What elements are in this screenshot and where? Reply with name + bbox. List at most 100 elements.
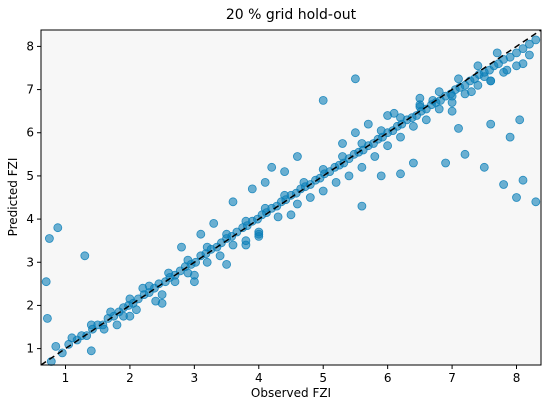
data-point <box>460 149 470 159</box>
x-axis-ticks: 1 2 3 4 5 6 7 8 <box>62 365 521 385</box>
data-point <box>67 333 77 343</box>
data-point <box>408 121 418 131</box>
data-point <box>415 93 425 103</box>
y-tick-label: 1 <box>26 342 34 356</box>
data-point <box>441 158 451 168</box>
x-tick-label: 1 <box>62 371 70 385</box>
data-point <box>370 152 380 161</box>
data-point <box>525 39 534 49</box>
data-point <box>267 162 277 172</box>
data-point <box>232 227 242 237</box>
data-point <box>518 59 528 69</box>
data-point <box>447 91 457 101</box>
data-point <box>518 44 528 53</box>
data-point <box>383 111 393 120</box>
data-point <box>531 197 541 207</box>
data-point <box>82 331 92 341</box>
data-point <box>228 197 238 207</box>
data-point <box>344 171 354 181</box>
data-point <box>164 268 174 278</box>
data-point <box>473 80 483 90</box>
data-point <box>215 251 225 261</box>
data-point <box>454 123 463 133</box>
y-tick-label: 5 <box>26 169 34 183</box>
data-point <box>286 210 296 220</box>
y-tick-label: 4 <box>26 212 34 226</box>
data-point <box>383 141 393 151</box>
data-point <box>515 115 525 125</box>
data-point <box>357 162 367 172</box>
data-point <box>486 119 496 129</box>
data-point <box>51 341 61 351</box>
x-tick-label: 7 <box>448 371 456 385</box>
y-tick-label: 8 <box>26 39 34 53</box>
data-point <box>357 139 367 148</box>
data-point <box>408 158 418 168</box>
plot-frame <box>40 29 542 366</box>
data-point <box>131 305 141 315</box>
data-point <box>376 171 386 181</box>
y-axis-label: Predicted FZI <box>6 158 20 237</box>
data-point <box>292 152 302 161</box>
x-tick-label: 4 <box>255 371 263 385</box>
chart-title: 20 % grid hold-out <box>226 7 357 23</box>
data-point <box>273 212 283 222</box>
data-point <box>486 76 496 86</box>
data-point <box>157 290 167 300</box>
data-point <box>99 324 109 334</box>
data-point <box>512 193 521 202</box>
data-point <box>80 251 90 261</box>
data-point <box>241 216 251 226</box>
data-point <box>45 234 54 243</box>
data-point <box>499 180 509 189</box>
data-point <box>86 346 96 356</box>
data-point <box>454 74 463 84</box>
data-point <box>318 186 328 196</box>
data-point <box>125 311 135 321</box>
data-point <box>331 177 341 187</box>
data-point <box>479 72 489 81</box>
data-point <box>396 113 405 122</box>
data-point <box>299 177 309 187</box>
data-point <box>505 132 515 142</box>
data-point <box>318 164 328 174</box>
data-point <box>53 223 63 233</box>
y-tick-label: 6 <box>26 126 34 140</box>
data-point <box>531 35 541 45</box>
data-point <box>415 102 425 112</box>
x-tick-label: 6 <box>384 371 392 385</box>
data-point <box>292 199 302 209</box>
data-point <box>318 96 328 105</box>
x-tick-label: 8 <box>513 371 521 385</box>
data-point <box>228 240 238 250</box>
x-tick-label: 3 <box>191 371 199 385</box>
data-point <box>254 231 264 241</box>
data-point <box>260 203 270 213</box>
data-points <box>41 35 541 366</box>
data-point <box>177 242 186 252</box>
data-point <box>350 128 360 138</box>
data-point <box>260 177 270 187</box>
data-point <box>338 152 347 161</box>
y-tick-label: 2 <box>26 298 34 312</box>
data-point <box>125 294 135 304</box>
data-point <box>466 87 476 97</box>
data-point <box>363 119 373 129</box>
data-point <box>396 169 405 179</box>
x-axis-label: Observed FZI <box>251 386 331 400</box>
x-tick-label: 5 <box>319 371 327 385</box>
data-point <box>492 48 502 58</box>
data-point <box>241 240 251 250</box>
data-point <box>434 87 444 97</box>
data-point <box>183 255 193 265</box>
data-point <box>421 115 431 125</box>
identity-reference-line <box>40 29 542 366</box>
data-point <box>505 52 515 62</box>
data-point <box>112 320 122 330</box>
data-point <box>357 201 367 211</box>
data-point <box>157 298 167 308</box>
data-point <box>434 104 444 114</box>
data-point <box>502 65 512 75</box>
data-point <box>280 190 290 200</box>
